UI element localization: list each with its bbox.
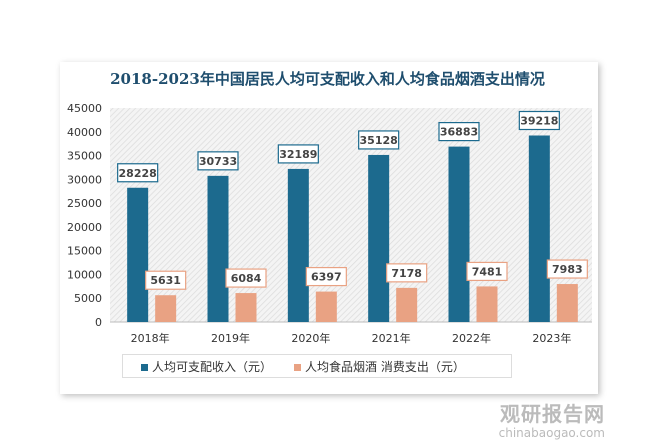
data-label: 6084	[231, 272, 262, 285]
bar-food-spending	[235, 293, 257, 322]
data-label-box	[225, 268, 267, 288]
x-tick-label: 2020年	[291, 331, 330, 345]
plot-area	[110, 108, 592, 322]
legend-item-income: 人均可支配收入（元）	[141, 358, 272, 375]
data-label: 7983	[552, 263, 583, 276]
data-label-box	[358, 130, 400, 150]
watermark-url: chinabaogao.com	[498, 426, 605, 440]
data-label-box	[518, 110, 560, 131]
bar-food-spending	[315, 291, 337, 322]
legend-swatch	[294, 363, 302, 371]
y-tick-label: 15000	[67, 245, 102, 258]
y-tick-label: 25000	[67, 197, 102, 210]
data-label: 32189	[279, 148, 317, 161]
x-tick-label: 2022年	[452, 331, 491, 345]
data-label: 7481	[472, 265, 503, 278]
bar-income	[368, 154, 390, 322]
bar-income	[287, 168, 309, 322]
y-tick-label: 45000	[67, 102, 102, 115]
watermark-logo: 观研报告网 chinabaogao.com	[499, 398, 605, 440]
data-label-box	[197, 151, 239, 171]
x-tick-label: 2023年	[532, 331, 571, 345]
data-label: 30733	[199, 155, 237, 168]
y-tick-label: 30000	[67, 173, 102, 186]
data-label-box	[277, 144, 319, 164]
y-tick-label: 0	[95, 316, 102, 329]
bar-income	[448, 146, 470, 322]
data-label: 6397	[311, 271, 342, 284]
data-label-box	[305, 266, 347, 287]
data-label: 35128	[360, 134, 398, 147]
watermark-name: 观研报告网	[500, 402, 605, 426]
bar-income	[127, 187, 149, 322]
data-label: 39218	[520, 114, 558, 127]
data-label: 7178	[391, 267, 422, 280]
x-tick-label: 2018年	[131, 331, 170, 345]
y-tick-label: 40000	[67, 126, 102, 139]
legend-item-food: 人均食品烟酒 消费支出（元）	[294, 358, 465, 375]
y-tick-label: 20000	[67, 221, 102, 234]
data-label-box	[466, 261, 508, 282]
x-tick-label: 2021年	[372, 331, 411, 345]
y-tick-label: 35000	[67, 150, 102, 163]
bar-food-spending	[396, 287, 418, 322]
data-label-box	[546, 259, 588, 279]
bar-food-spending	[476, 286, 498, 322]
bar-income	[528, 135, 550, 322]
data-label-box	[117, 163, 159, 183]
bar-food-spending	[155, 295, 177, 322]
data-label: 28228	[119, 167, 157, 180]
y-tick-label: 5000	[74, 292, 102, 305]
x-tick-label: 2019年	[211, 331, 250, 345]
chart-title: 2018-2023年中国居民人均可支配收入和人均食品烟酒支出情况	[110, 70, 545, 88]
bar-income	[207, 175, 229, 322]
data-label: 5631	[150, 274, 181, 287]
bar-food-spending	[556, 284, 578, 322]
y-tick-label: 10000	[67, 268, 102, 281]
data-label-box	[386, 263, 428, 283]
data-label: 36883	[440, 126, 478, 139]
data-label-box	[438, 122, 480, 142]
data-label-box	[145, 270, 187, 290]
legend: 人均可支配收入（元） 人均食品烟酒 消费支出（元）	[122, 354, 512, 378]
legend-swatch	[141, 363, 148, 371]
